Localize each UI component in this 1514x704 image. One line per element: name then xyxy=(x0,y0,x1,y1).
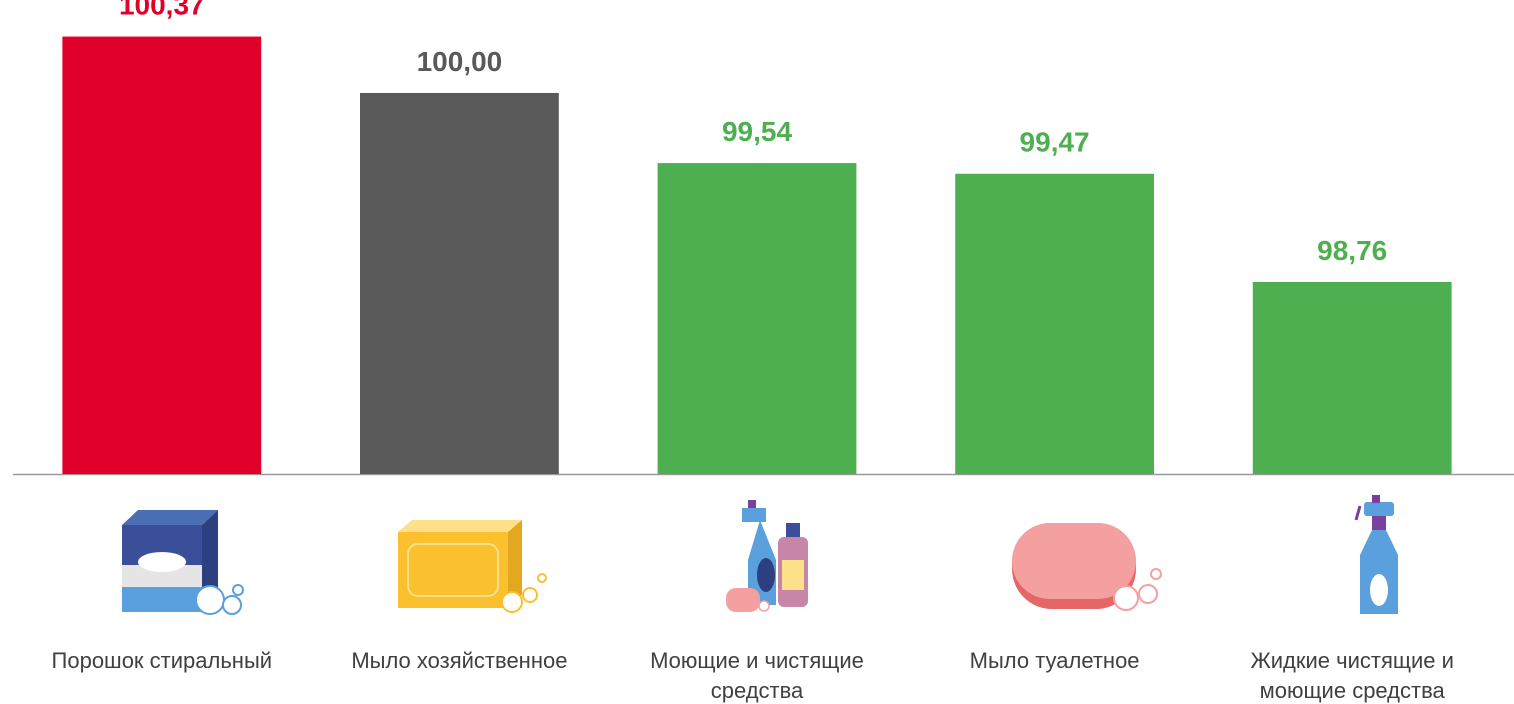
category-label: Жидкие чистящие и моющие средства xyxy=(1250,648,1454,703)
icon-liquid-cleaner xyxy=(1354,495,1398,614)
bar xyxy=(1252,281,1452,474)
value-label: 99,54 xyxy=(722,116,792,147)
icon-household-soap xyxy=(398,520,547,613)
bar xyxy=(62,36,262,474)
category-label: Мыло туалетное xyxy=(969,648,1140,673)
value-label: 99,47 xyxy=(1020,127,1090,158)
icon-toilet-soap xyxy=(1012,523,1162,611)
icon-cleaners xyxy=(726,500,808,612)
value-label: 98,76 xyxy=(1317,235,1387,266)
value-label: 100,00 xyxy=(417,46,503,77)
category-label: Порошок стиральный xyxy=(51,648,273,673)
bar xyxy=(657,163,857,474)
category-label: Мыло хозяйственное xyxy=(351,648,568,673)
value-label: 100,37 xyxy=(119,0,205,21)
bar xyxy=(955,173,1154,475)
category-label: Моющие и чистящие средства xyxy=(650,648,864,703)
bar xyxy=(360,92,559,474)
icon-powder xyxy=(122,510,244,615)
